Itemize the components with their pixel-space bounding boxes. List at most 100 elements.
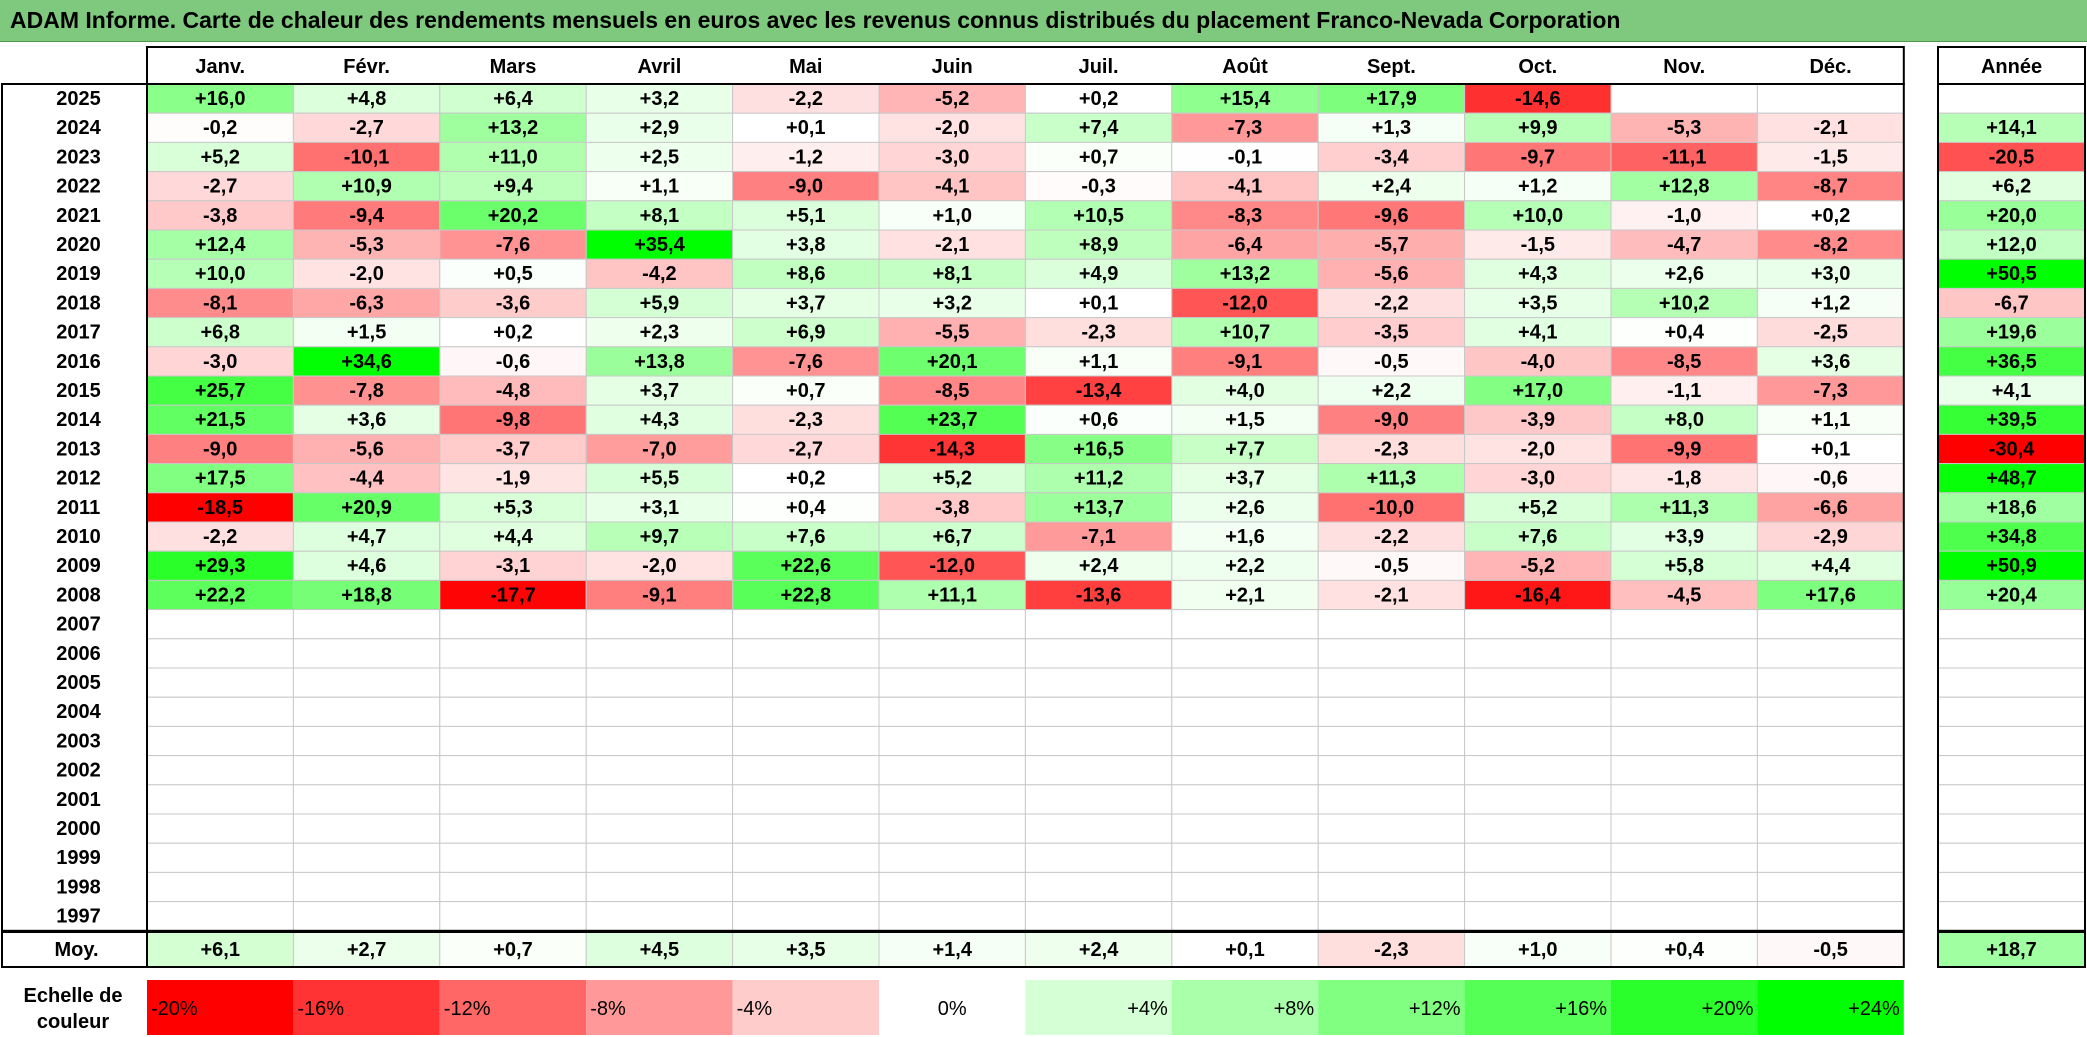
annual-value: -30,4 (1989, 438, 2035, 460)
heatmap-cell (146, 871, 294, 903)
cell-value: +3,6 (1811, 351, 1850, 373)
heatmap-cell (292, 696, 441, 727)
cell-value: -2,5 (1813, 322, 1847, 344)
heatmap-cell (1171, 696, 1319, 727)
heatmap-cell (1317, 667, 1466, 698)
cell-value: -2,1 (935, 234, 969, 256)
heatmap-cell (439, 842, 587, 873)
cell-value: -7,6 (789, 351, 823, 373)
heatmap-cell (146, 667, 294, 698)
heatmap-cell (439, 609, 587, 640)
heatmap-cell (1171, 463, 1319, 494)
heatmap-cell (439, 492, 587, 523)
average-value: -2,3 (1374, 939, 1408, 961)
year-label: 2025 (56, 88, 101, 110)
heatmap-cell (732, 901, 880, 932)
heatmap-cell (1756, 404, 1905, 435)
annual-cell (1937, 842, 2086, 873)
heatmap-cell (1317, 317, 1466, 348)
color-scale-stop: -4% (737, 998, 773, 1020)
cell-value: +11,0 (488, 146, 538, 168)
heatmap-cell (1610, 346, 1758, 377)
heatmap-cell (439, 638, 587, 669)
heatmap-cell (1756, 784, 1905, 815)
heatmap-cell (1610, 141, 1758, 173)
heatmap-cell (292, 813, 441, 844)
heatmap-cell (1464, 550, 1612, 581)
heatmap-cell (732, 492, 880, 523)
heatmap-cell (439, 229, 587, 260)
heatmap-cell (585, 901, 734, 932)
cell-value: +21,5 (195, 409, 246, 431)
heatmap-cell (292, 287, 441, 319)
heatmap-cell (1171, 784, 1319, 815)
heatmap-cell (1610, 463, 1758, 494)
cell-value: -3,0 (935, 146, 969, 168)
average-cell (1317, 931, 1466, 968)
heatmap-cell (1317, 725, 1466, 757)
heatmap-cell (878, 492, 1026, 523)
cell-value: -2,1 (1813, 117, 1847, 139)
year-label: 2014 (56, 409, 101, 431)
heatmap-cell (878, 433, 1026, 465)
heatmap-cell (146, 813, 294, 844)
average-value: +1,0 (1518, 939, 1557, 961)
average-value: +0,7 (493, 939, 532, 961)
cell-value: +6,7 (932, 526, 971, 548)
cell-value: -0,1 (1228, 146, 1262, 168)
heatmap-cell (1464, 638, 1612, 669)
cell-value: -2,2 (1374, 526, 1408, 548)
heatmap-cell (1464, 463, 1612, 494)
cell-value: +2,5 (640, 146, 679, 168)
heatmap-cell (585, 579, 734, 611)
cell-value: -3,0 (1521, 468, 1555, 490)
cell-value: +0,4 (786, 497, 826, 519)
cell-value: -4,5 (1667, 584, 1701, 606)
annual-cell (1937, 638, 2086, 669)
heatmap-cell (1171, 404, 1319, 435)
heatmap-cell (732, 842, 880, 873)
heatmap-cell (585, 463, 734, 494)
cell-value: +17,5 (195, 468, 246, 490)
heatmap-cell (585, 521, 734, 552)
annual-value: +18,6 (1986, 497, 2037, 519)
heatmap-cell (1024, 229, 1173, 260)
heatmap-cell (1756, 725, 1905, 757)
annual-value: +20,0 (1986, 205, 2037, 227)
year-label: 2011 (57, 497, 100, 519)
color-scale-stop: 0% (938, 998, 967, 1020)
heatmap-cell (1171, 842, 1319, 873)
heatmap-cell (585, 492, 734, 523)
cell-value: +29,3 (195, 555, 246, 577)
heatmap-cell (1610, 725, 1758, 757)
average-value: +2,7 (347, 939, 386, 961)
cell-value: +5,5 (640, 468, 679, 490)
average-cell (292, 931, 441, 968)
color-scale-swatch (293, 980, 440, 1035)
annual-value: +48,7 (1986, 468, 2037, 490)
heatmap-cell (292, 725, 441, 757)
annual-cell (1937, 83, 2086, 114)
heatmap-cell (292, 229, 441, 260)
cell-value: -0,3 (1081, 176, 1115, 198)
heatmap-cell (732, 229, 880, 260)
cell-value: -9,0 (789, 176, 823, 198)
cell-value: -5,5 (935, 322, 969, 344)
cell-value: +2,2 (1225, 555, 1264, 577)
heatmap-cell (732, 871, 880, 903)
cell-value: -9,0 (203, 438, 237, 460)
cell-value: +0,4 (1664, 322, 1704, 344)
heatmap-cell (1464, 492, 1612, 523)
heatmap-cell (1610, 638, 1758, 669)
heatmap-cell (439, 755, 587, 786)
heatmap-cell (732, 317, 880, 348)
cell-value: -2,3 (1081, 322, 1115, 344)
cell-value: +13,2 (1220, 263, 1271, 285)
month-header-7: Juil. (1079, 56, 1119, 78)
heatmap-cell (1464, 725, 1612, 757)
heatmap-cell (732, 375, 880, 406)
heatmap-cell (1756, 667, 1905, 698)
heatmap-cell (1171, 375, 1319, 406)
heatmap-cell (292, 871, 441, 903)
heatmap-cell (1317, 696, 1466, 727)
